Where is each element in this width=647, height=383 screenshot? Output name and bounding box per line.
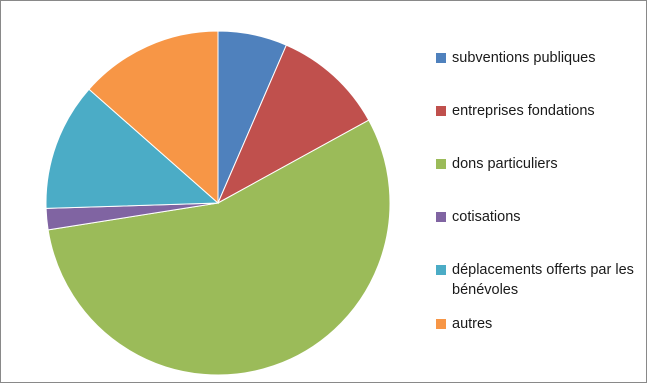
legend-swatch [436,265,446,275]
legend-swatch [436,319,446,329]
legend-swatch [436,53,446,63]
pie-slice-autres [88,30,219,205]
legend-label: autres [452,316,493,332]
legend-item-dons: dons particuliers [436,154,641,174]
pie-slice-entreprises [216,44,370,205]
legend-item-entreprises: entreprises fondations [436,101,641,121]
legend-label: cotisations [452,209,521,225]
legend-item-subventions: subventions publiques [436,48,641,68]
pie-slices [45,30,391,376]
legend-label: subventions publiques [452,50,596,66]
legend-swatch [436,212,446,222]
legend-label: déplacements offerts par les bénévoles [452,262,634,298]
legend-swatch [436,159,446,169]
legend-label: dons particuliers [452,156,558,172]
legend-label: entreprises fondations [452,103,595,119]
legend-item-autres: autres [436,314,641,334]
legend-item-cotisations: cotisations [436,207,641,227]
legend: subventions publiques entreprises fondat… [436,48,641,332]
legend-item-deplacements: déplacements offerts par les bénévoles [436,260,641,300]
legend-swatch [436,106,446,116]
pie-slice-deplacements [45,88,220,209]
pie-slice-dons [47,119,391,376]
